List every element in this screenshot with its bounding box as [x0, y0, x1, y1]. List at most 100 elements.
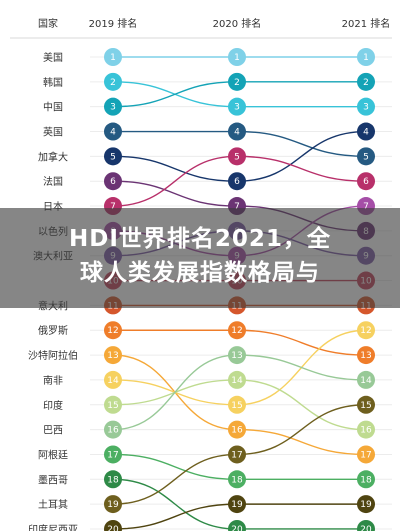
- country-label: 阿根廷: [38, 448, 68, 461]
- rank-dot: [357, 72, 375, 91]
- rank-dot: [228, 321, 246, 340]
- rank-label: 14: [360, 376, 372, 386]
- series-line: [112, 354, 367, 431]
- rank-dot: [357, 346, 375, 365]
- rank-dot: [104, 97, 122, 116]
- rank-label: 18: [360, 475, 372, 485]
- rank-label: 12: [360, 326, 371, 336]
- rank-dot: [357, 420, 375, 439]
- rank-dot: [357, 48, 375, 66]
- rank-label: 16: [360, 426, 372, 436]
- headline-line-2: 球人类发展指数格局与: [80, 260, 320, 286]
- rank-label: 4: [363, 128, 369, 138]
- rank-dot: [228, 495, 246, 514]
- rank-dot: [104, 122, 122, 141]
- rank-label: 18: [107, 475, 119, 485]
- rank-dot: [104, 346, 122, 365]
- country-label: 沙特阿拉伯: [28, 349, 78, 362]
- rank-label: 15: [107, 401, 118, 411]
- rank-dot: [357, 370, 375, 389]
- rank-dot: [228, 97, 246, 116]
- rank-dot: [228, 346, 246, 365]
- rank-dot: [104, 420, 122, 439]
- rank-dot: [228, 48, 246, 66]
- rank-dot: [357, 470, 375, 489]
- rank-label: 5: [234, 152, 240, 162]
- headline-line-1: HDI世界排名2021，全: [69, 226, 331, 252]
- rank-label: 16: [231, 426, 243, 436]
- rank-label: 3: [110, 103, 116, 113]
- headline-band: [0, 208, 400, 308]
- rank-label: 16: [107, 426, 119, 436]
- rank-dot: [228, 470, 246, 489]
- rank-label: 18: [231, 475, 243, 485]
- rank-label: 4: [110, 128, 116, 138]
- rank-dot: [104, 370, 122, 389]
- rank-label: 1: [110, 53, 116, 63]
- rank-label: 20: [360, 525, 372, 531]
- rank-label: 5: [363, 152, 369, 162]
- rank-label: 14: [107, 376, 119, 386]
- rank-dot: [104, 172, 122, 191]
- rank-dot: [228, 72, 246, 91]
- rank-dot: [104, 445, 122, 464]
- country-label: 英国: [43, 126, 63, 139]
- rank-dot: [104, 470, 122, 489]
- rank-dot: [357, 172, 375, 191]
- rank-label: 15: [360, 401, 371, 411]
- column-header: 2019 排名: [89, 17, 138, 30]
- rank-label: 7: [363, 202, 369, 212]
- rank-dot: [357, 97, 375, 116]
- rank-dot: [104, 48, 122, 66]
- rank-label: 17: [107, 450, 118, 460]
- rank-label: 4: [234, 128, 240, 138]
- column-header: 2020 排名: [213, 17, 262, 30]
- country-label: 法国: [43, 175, 63, 188]
- country-label: 南非: [43, 374, 63, 387]
- row-header: 国家: [38, 17, 58, 30]
- rank-dot: [228, 147, 246, 166]
- country-label: 巴西: [43, 425, 63, 437]
- rank-label: 2: [234, 78, 240, 88]
- column-header: 2021 排名: [342, 17, 391, 30]
- rank-dot: [357, 321, 375, 340]
- rank-dot: [357, 445, 375, 464]
- country-label: 美国: [43, 51, 63, 64]
- rank-label: 12: [107, 326, 118, 336]
- rank-label: 13: [360, 351, 371, 361]
- country-label: 土耳其: [38, 498, 68, 511]
- country-label: 印度: [43, 399, 63, 412]
- rank-label: 7: [110, 202, 116, 212]
- country-label: 中国: [43, 101, 63, 114]
- rank-label: 3: [363, 103, 369, 113]
- rank-label: 2: [110, 78, 116, 88]
- rank-label: 19: [107, 500, 119, 510]
- rank-dot: [104, 395, 122, 414]
- rank-label: 17: [231, 450, 242, 460]
- rank-dot: [228, 519, 246, 531]
- rank-dot: [104, 321, 122, 340]
- rank-dot: [357, 495, 375, 514]
- rank-dot: [357, 147, 375, 166]
- rank-label: 6: [234, 177, 240, 187]
- rank-label: 19: [360, 500, 372, 510]
- rank-label: 12: [231, 326, 242, 336]
- rank-label: 20: [107, 525, 119, 531]
- rank-label: 19: [231, 500, 243, 510]
- rank-label: 1: [363, 53, 369, 63]
- country-label: 墨西哥: [38, 474, 68, 486]
- country-label: 印度尼西亚: [28, 523, 78, 531]
- rank-label: 7: [234, 202, 240, 212]
- rank-label: 15: [231, 401, 242, 411]
- headline: HDI世界排名2021，全 球人类发展指数格局与: [0, 222, 400, 290]
- rank-dot: [104, 72, 122, 91]
- rank-dot: [104, 147, 122, 166]
- rank-dot: [228, 445, 246, 464]
- rank-dot: [104, 495, 122, 514]
- rank-label: 17: [360, 450, 371, 460]
- rank-label: 6: [110, 177, 116, 187]
- rank-dot: [228, 370, 246, 389]
- country-label: 加拿大: [38, 150, 68, 163]
- rank-dot: [357, 519, 375, 531]
- rank-label: 1: [234, 53, 240, 63]
